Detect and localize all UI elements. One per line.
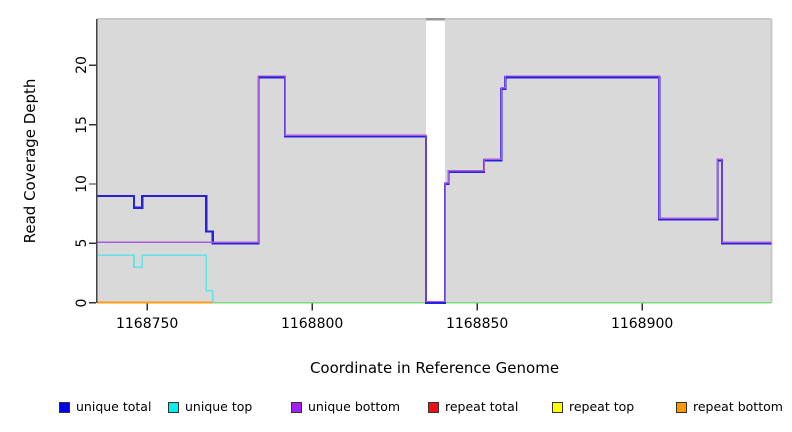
legend-label: unique bottom [308, 399, 401, 414]
legend-label: unique top [185, 399, 253, 414]
y-tick-label: 0 [74, 298, 90, 308]
legend-item-repeat-total: repeat total [428, 399, 518, 415]
legend-swatch-icon [552, 401, 563, 413]
x-tick-label: 1168900 [610, 316, 674, 332]
x-tick-label: 1168850 [445, 316, 509, 332]
legend-item-unique-bottom: unique bottom [291, 399, 400, 415]
legend-swatch-icon [168, 401, 179, 413]
legend-item-unique-top: unique top [168, 399, 252, 415]
legend-label: repeat bottom [693, 399, 783, 414]
legend-swatch-icon [676, 401, 687, 413]
legend-item-unique-total: unique total [59, 399, 151, 415]
y-tick-label: 20 [74, 56, 90, 75]
y-tick-label: 15 [74, 115, 90, 134]
legend-item-repeat-bottom: repeat bottom [676, 399, 783, 415]
x-tick-label: 1168750 [115, 316, 179, 332]
legend: unique total unique top unique bottom repea… [0, 399, 792, 421]
y-axis-title: Read Coverage Depth [21, 78, 39, 244]
y-tick-label: 5 [74, 238, 90, 248]
legend-label: unique total [76, 399, 152, 414]
legend-swatch-icon [59, 401, 70, 413]
legend-swatch-icon [291, 401, 302, 413]
y-tick-label: 10 [74, 175, 90, 193]
legend-item-repeat-top: repeat top [552, 399, 634, 415]
series-line-unique-bottom [97, 75, 772, 303]
series-line-unique-top [97, 254, 214, 303]
masked-region [426, 20, 446, 303]
x-axis-title: Coordinate in Reference Genome [309, 359, 560, 377]
legend-label: repeat top [569, 399, 635, 414]
x-tick-label: 1168800 [280, 316, 344, 332]
legend-label: repeat total [445, 399, 519, 414]
legend-swatch-icon [428, 401, 439, 413]
